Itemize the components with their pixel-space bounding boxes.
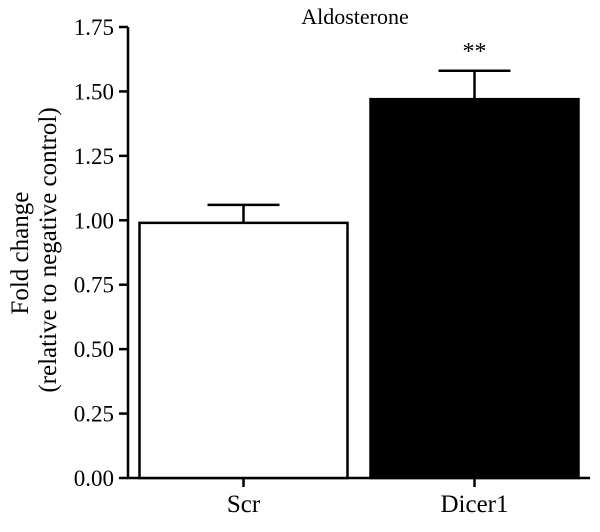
- y-tick-label-2: 0.50: [74, 337, 114, 362]
- y-axis-label: Fold change (relative to negative contro…: [7, 107, 62, 392]
- y-tick-label-6: 1.50: [74, 79, 114, 104]
- x-tick-label-1: Dicer1: [440, 491, 508, 518]
- significance-label-1: **: [463, 39, 487, 65]
- y-tick-label-0: 0.00: [74, 466, 114, 491]
- y-tick-label-3: 0.75: [74, 273, 114, 298]
- y-tick-label-5: 1.25: [74, 144, 114, 169]
- plot-area: 0.00 0.25 0.50 0.75 1.00 1.25 1.50 1.75 Scr Dicer…: [74, 15, 590, 518]
- chart-title: Aldosterone: [301, 4, 409, 29]
- y-tick-label-4: 1.00: [74, 208, 114, 233]
- y-axis-label-line-1: Fold change: [7, 192, 34, 315]
- bar-1: [369, 97, 580, 480]
- y-tick-label-1: 0.25: [74, 402, 114, 427]
- y-tick-label-7: 1.75: [74, 15, 114, 40]
- bar-0: [138, 221, 349, 480]
- x-tick-label-0: Scr: [227, 491, 261, 518]
- y-axis-label-line-2: (relative to negative control): [35, 107, 62, 392]
